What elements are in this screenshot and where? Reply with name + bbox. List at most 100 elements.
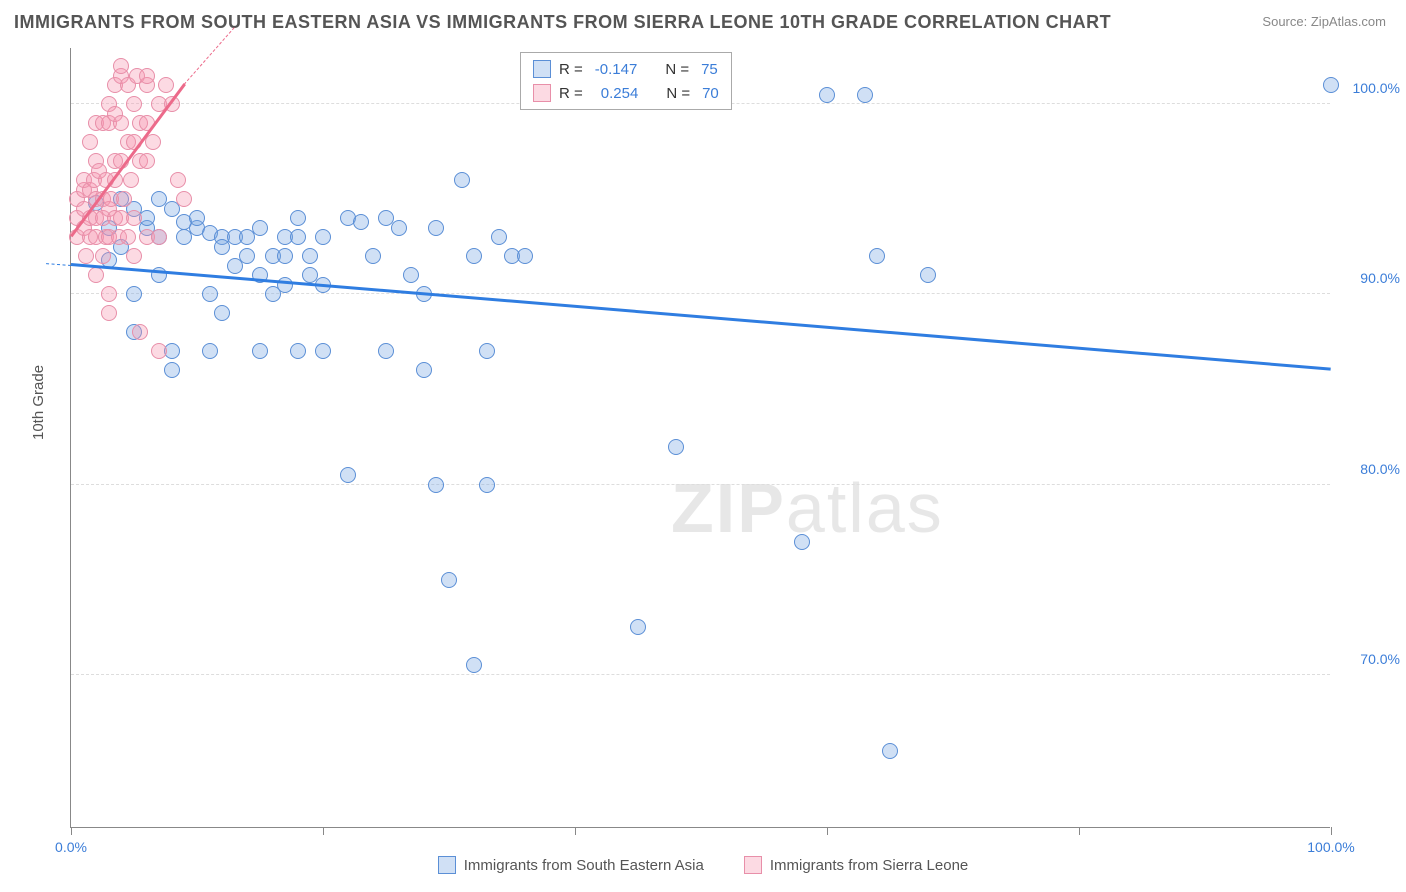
gridline <box>71 674 1330 675</box>
data-point <box>668 439 684 455</box>
data-point <box>315 229 331 245</box>
y-tick-label: 90.0% <box>1340 270 1400 286</box>
trendline-extrapolation <box>184 27 235 85</box>
gridline <box>71 484 1330 485</box>
data-point <box>126 210 142 226</box>
data-point <box>158 77 174 93</box>
x-tick <box>575 827 576 835</box>
data-point <box>252 220 268 236</box>
data-point <box>202 343 218 359</box>
legend-swatch-series2 <box>533 84 551 102</box>
watermark-rest: atlas <box>786 469 944 547</box>
r-value-2: 0.254 <box>601 85 639 102</box>
bottom-legend-item-2: Immigrants from Sierra Leone <box>744 856 968 874</box>
data-point <box>920 267 936 283</box>
data-point <box>189 210 205 226</box>
data-point <box>113 58 129 74</box>
data-point <box>176 191 192 207</box>
data-point <box>78 248 94 264</box>
data-point <box>290 343 306 359</box>
data-point <box>315 343 331 359</box>
data-point <box>202 286 218 302</box>
bottom-swatch-1 <box>438 856 456 874</box>
bottom-legend-item-1: Immigrants from South Eastern Asia <box>438 856 704 874</box>
data-point <box>88 267 104 283</box>
data-point <box>164 362 180 378</box>
data-point <box>139 153 155 169</box>
data-point <box>479 343 495 359</box>
plot-area: ZIPatlas 70.0%80.0%90.0%100.0%0.0%100.0% <box>70 48 1330 828</box>
data-point <box>139 68 155 84</box>
bottom-legend: Immigrants from South Eastern Asia Immig… <box>0 856 1406 874</box>
r-label-2: R = <box>559 85 583 102</box>
data-point <box>378 343 394 359</box>
y-axis-label: 10th Grade <box>30 365 47 440</box>
data-point <box>857 87 873 103</box>
data-point <box>120 229 136 245</box>
legend-swatch-series1 <box>533 60 551 78</box>
source-name: ZipAtlas.com <box>1311 14 1386 29</box>
data-point <box>416 362 432 378</box>
watermark-bold: ZIP <box>671 469 786 547</box>
data-point <box>340 467 356 483</box>
data-point <box>491 229 507 245</box>
source-label: Source: <box>1262 14 1307 29</box>
data-point <box>95 248 111 264</box>
trendline-extrapolation <box>46 263 71 266</box>
x-tick <box>827 827 828 835</box>
data-point <box>101 305 117 321</box>
data-point <box>794 534 810 550</box>
x-tick <box>71 827 72 835</box>
x-tick-label: 0.0% <box>55 839 87 855</box>
data-point <box>479 477 495 493</box>
data-point <box>113 115 129 131</box>
data-point <box>819 87 835 103</box>
data-point <box>151 343 167 359</box>
y-tick-label: 100.0% <box>1340 80 1400 96</box>
data-point <box>123 172 139 188</box>
data-point <box>454 172 470 188</box>
data-point <box>428 220 444 236</box>
data-point <box>126 248 142 264</box>
bottom-legend-label-2: Immigrants from Sierra Leone <box>770 857 968 874</box>
x-tick <box>323 827 324 835</box>
n-label-2: N = <box>666 85 690 102</box>
data-point <box>290 210 306 226</box>
data-point <box>214 305 230 321</box>
data-point <box>302 248 318 264</box>
bottom-legend-label-1: Immigrants from South Eastern Asia <box>464 857 704 874</box>
x-tick <box>1331 827 1332 835</box>
n-label: N = <box>665 61 689 78</box>
data-point <box>353 214 369 230</box>
data-point <box>101 286 117 302</box>
data-point <box>277 248 293 264</box>
data-point <box>239 248 255 264</box>
chart-title: IMMIGRANTS FROM SOUTH EASTERN ASIA VS IM… <box>14 12 1111 33</box>
data-point <box>517 248 533 264</box>
data-point <box>252 343 268 359</box>
x-tick <box>1079 827 1080 835</box>
data-point <box>441 572 457 588</box>
r-label: R = <box>559 61 583 78</box>
r-value-1: -0.147 <box>595 61 638 78</box>
data-point <box>403 267 419 283</box>
n-value-2: 70 <box>702 85 719 102</box>
data-point <box>365 248 381 264</box>
data-point <box>145 134 161 150</box>
x-tick-label: 100.0% <box>1307 839 1354 855</box>
data-point <box>151 229 167 245</box>
data-point <box>170 172 186 188</box>
data-point <box>391 220 407 236</box>
data-point <box>428 477 444 493</box>
data-point <box>126 96 142 112</box>
bottom-swatch-2 <box>744 856 762 874</box>
data-point <box>116 191 132 207</box>
data-point <box>466 657 482 673</box>
data-point <box>126 286 142 302</box>
stats-legend-row-1: R = -0.147 N = 75 <box>533 57 719 81</box>
y-tick-label: 70.0% <box>1340 651 1400 667</box>
gridline <box>71 293 1330 294</box>
data-point <box>882 743 898 759</box>
data-point <box>630 619 646 635</box>
data-point <box>132 324 148 340</box>
